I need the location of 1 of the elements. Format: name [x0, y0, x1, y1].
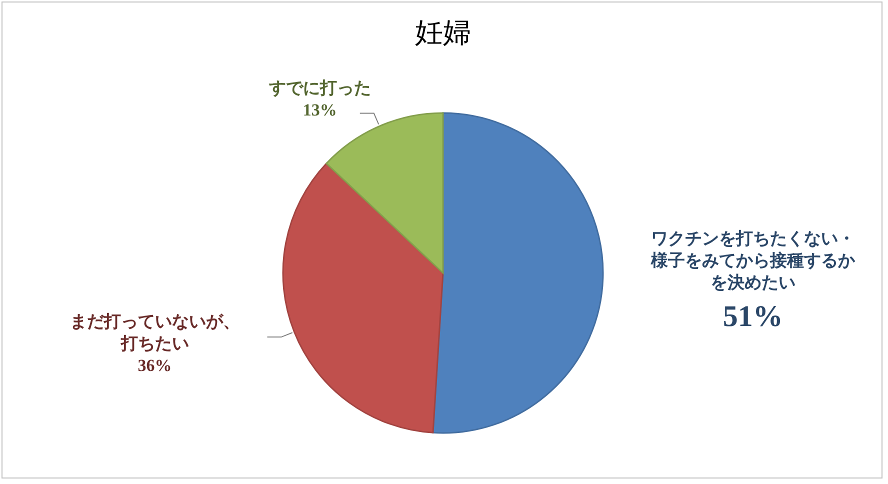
- chart-title: 妊婦: [415, 16, 471, 49]
